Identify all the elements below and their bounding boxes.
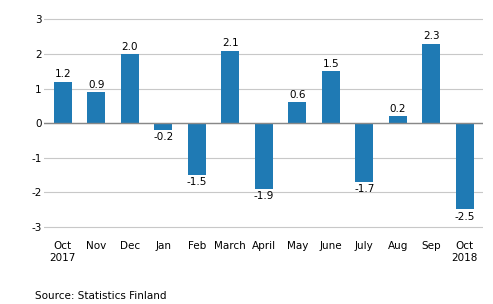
Text: -1.9: -1.9 bbox=[253, 191, 274, 201]
Bar bbox=[288, 102, 307, 123]
Bar bbox=[221, 50, 240, 123]
Text: 0.9: 0.9 bbox=[88, 80, 105, 90]
Text: -1.5: -1.5 bbox=[186, 177, 207, 187]
Bar bbox=[456, 123, 474, 209]
Text: 0.6: 0.6 bbox=[289, 90, 306, 100]
Text: 2.0: 2.0 bbox=[122, 42, 138, 52]
Bar bbox=[54, 82, 72, 123]
Text: -1.7: -1.7 bbox=[354, 184, 374, 194]
Bar bbox=[254, 123, 273, 189]
Bar bbox=[422, 44, 440, 123]
Bar bbox=[154, 123, 173, 130]
Bar bbox=[321, 71, 340, 123]
Bar bbox=[355, 123, 373, 182]
Text: 2.3: 2.3 bbox=[423, 31, 440, 41]
Text: 1.2: 1.2 bbox=[55, 69, 71, 79]
Text: Source: Statistics Finland: Source: Statistics Finland bbox=[35, 291, 166, 301]
Text: -0.2: -0.2 bbox=[153, 133, 174, 143]
Text: 2.1: 2.1 bbox=[222, 38, 239, 48]
Text: -2.5: -2.5 bbox=[455, 212, 475, 222]
Bar bbox=[388, 116, 407, 123]
Bar bbox=[121, 54, 139, 123]
Text: 0.2: 0.2 bbox=[389, 104, 406, 114]
Bar bbox=[87, 92, 106, 123]
Bar bbox=[187, 123, 206, 175]
Text: 1.5: 1.5 bbox=[322, 59, 339, 69]
